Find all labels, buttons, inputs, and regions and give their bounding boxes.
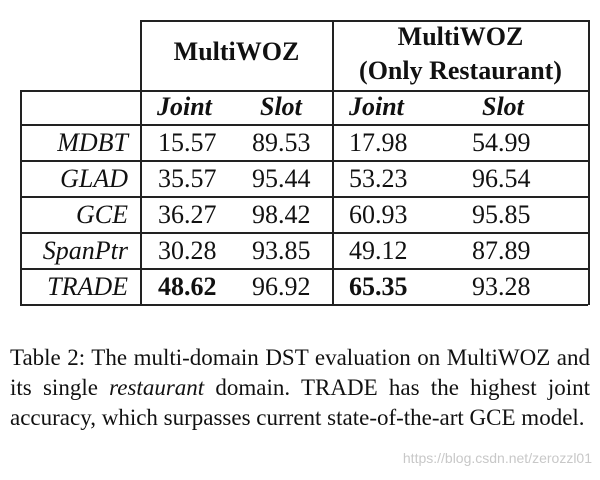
cell-glad-mw-joint: 35.57 xyxy=(158,164,217,193)
table-row-rule xyxy=(20,196,588,198)
watermark: https://blog.csdn.net/zerozzl01 xyxy=(402,450,592,466)
caption-emphasis: restaurant xyxy=(109,375,205,400)
table-top-rule xyxy=(140,20,588,22)
cell-spanptr-mw-slot: 93.85 xyxy=(252,236,311,265)
subheader-slot: Slot xyxy=(260,92,302,121)
cell-spanptr-mw-joint: 30.28 xyxy=(158,236,217,265)
cell-glad-r-joint: 53.23 xyxy=(349,164,408,193)
cell-trade-mw-joint: 48.62 xyxy=(158,272,217,301)
table-row-rule xyxy=(20,268,588,270)
table-row-rule xyxy=(20,232,588,234)
cell-gce-r-joint: 60.93 xyxy=(349,200,408,229)
cell-trade-r-joint: 65.35 xyxy=(349,272,408,301)
table-left-border xyxy=(20,90,22,305)
cell-spanptr-r-slot: 87.89 xyxy=(472,236,531,265)
subheader-slot: Slot xyxy=(482,92,524,121)
cell-mdbt-mw-slot: 89.53 xyxy=(252,128,311,157)
table-header-rule-bottom xyxy=(20,124,588,126)
cell-gce-mw-joint: 36.27 xyxy=(158,200,217,229)
table-right-border xyxy=(588,20,590,305)
row-label-glad: GLAD xyxy=(60,164,128,193)
cell-mdbt-r-slot: 54.99 xyxy=(472,128,531,157)
subheader-joint: Joint xyxy=(157,92,212,121)
row-label-mdbt: MDBT xyxy=(57,128,128,157)
cell-trade-mw-slot: 96.92 xyxy=(252,272,311,301)
table-bottom-rule xyxy=(20,304,588,306)
caption-text: Table 2: The multi-domain DST evaluation… xyxy=(10,345,590,400)
cell-glad-mw-slot: 95.44 xyxy=(252,164,311,193)
header-multiwoz-restaurant-line1: MultiWOZ xyxy=(397,22,524,51)
header-multiwoz: MultiWOZ xyxy=(173,37,300,66)
header-multiwoz-restaurant-line2: (Only Restaurant) xyxy=(359,56,562,85)
cell-gce-r-slot: 95.85 xyxy=(472,200,531,229)
row-label-trade: TRADE xyxy=(47,272,128,301)
table-label-divider xyxy=(140,20,142,305)
row-label-gce: GCE xyxy=(76,200,128,229)
cell-mdbt-r-joint: 17.98 xyxy=(349,128,408,157)
caption-text: domain. TRADE has the highest joint accu… xyxy=(10,375,590,430)
cell-spanptr-r-joint: 49.12 xyxy=(349,236,408,265)
cell-gce-mw-slot: 98.42 xyxy=(252,200,311,229)
row-label-spanptr: SpanPtr xyxy=(42,236,128,265)
cell-glad-r-slot: 96.54 xyxy=(472,164,531,193)
table-row-rule xyxy=(20,160,588,162)
subheader-joint: Joint xyxy=(349,92,404,121)
table-group-divider xyxy=(332,20,334,305)
table-header-rule-top xyxy=(20,90,588,92)
table-caption: Table 2: The multi-domain DST evaluation… xyxy=(10,343,590,433)
cell-trade-r-slot: 93.28 xyxy=(472,272,531,301)
cell-mdbt-mw-joint: 15.57 xyxy=(158,128,217,157)
